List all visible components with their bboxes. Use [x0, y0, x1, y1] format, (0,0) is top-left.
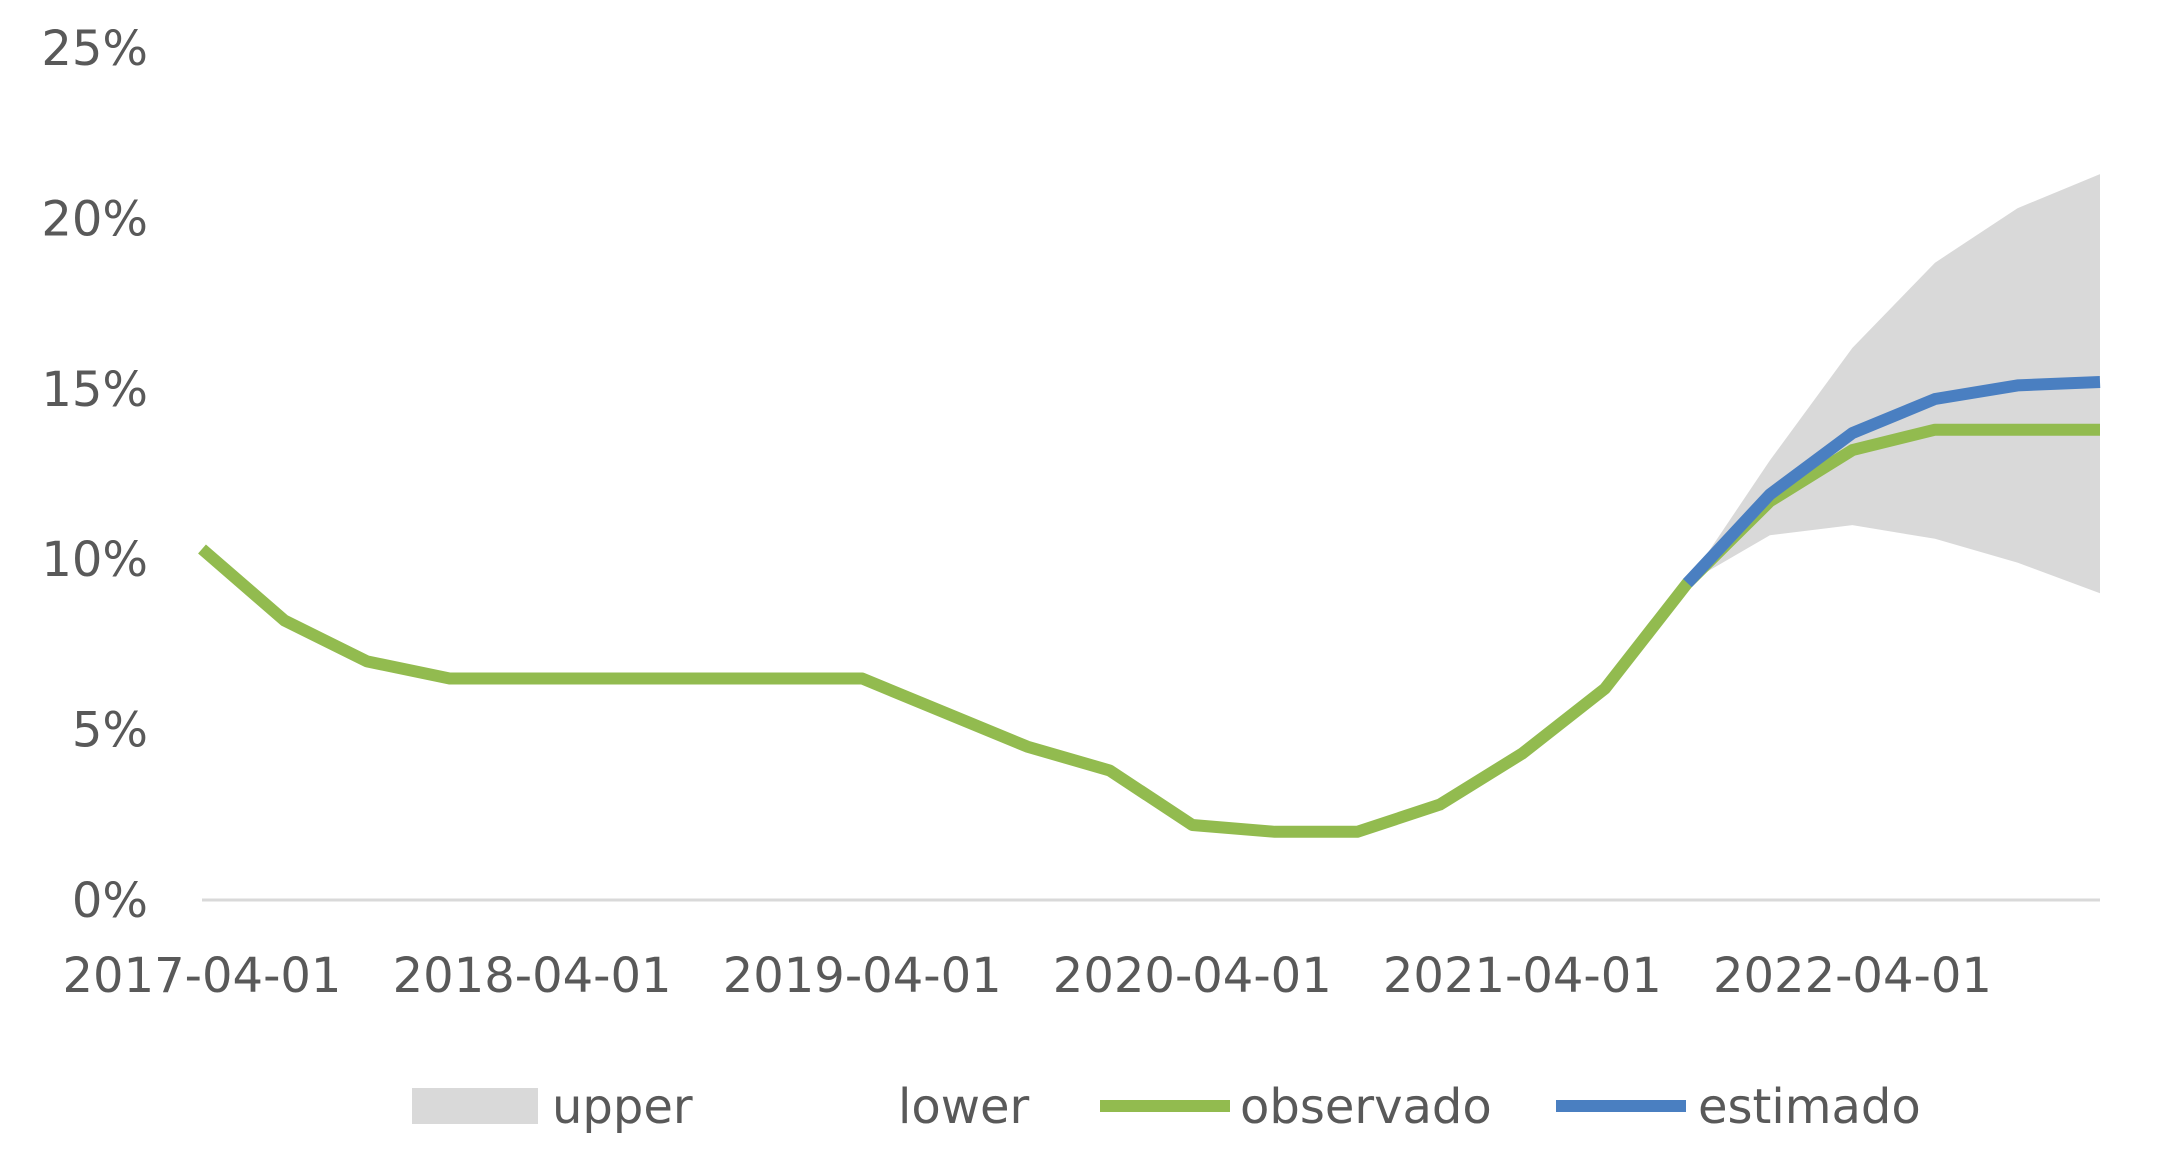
legend-swatch-upper: [412, 1088, 538, 1124]
y-tick-label: 5%: [72, 703, 148, 759]
series-line-layer: [198, 376, 2101, 838]
y-tick-label: 15%: [41, 362, 148, 418]
y-tick-label: 20%: [41, 191, 148, 247]
x-tick-labels: 2017-04-01 2018-04-01 2019-04-01 2020-04-01…: [63, 948, 1992, 1004]
legend-label-observado: observado: [1240, 1079, 1492, 1135]
x-tick-label: 2019-04-01: [723, 948, 1002, 1004]
legend-label-estimado: estimado: [1698, 1079, 1921, 1135]
legend: upper lower observado estimado: [412, 1079, 1921, 1135]
y-tick-label: 25%: [41, 21, 148, 77]
x-tick-label: 2021-04-01: [1383, 948, 1662, 1004]
x-tick-label: 2020-04-01: [1053, 948, 1332, 1004]
y-tick-labels: 0% 5% 10% 15% 20% 25%: [41, 21, 148, 929]
x-tick-label: 2022-04-01: [1713, 948, 1992, 1004]
series-line-observado: [198, 423, 2100, 838]
x-tick-label: 2017-04-01: [63, 948, 342, 1004]
y-tick-label: 0%: [72, 873, 148, 929]
series-line-estimado: [1683, 376, 2101, 588]
legend-label-upper: upper: [552, 1079, 693, 1135]
x-tick-label: 2018-04-01: [393, 948, 672, 1004]
legend-label-lower: lower: [898, 1079, 1029, 1135]
y-tick-label: 10%: [41, 532, 148, 588]
